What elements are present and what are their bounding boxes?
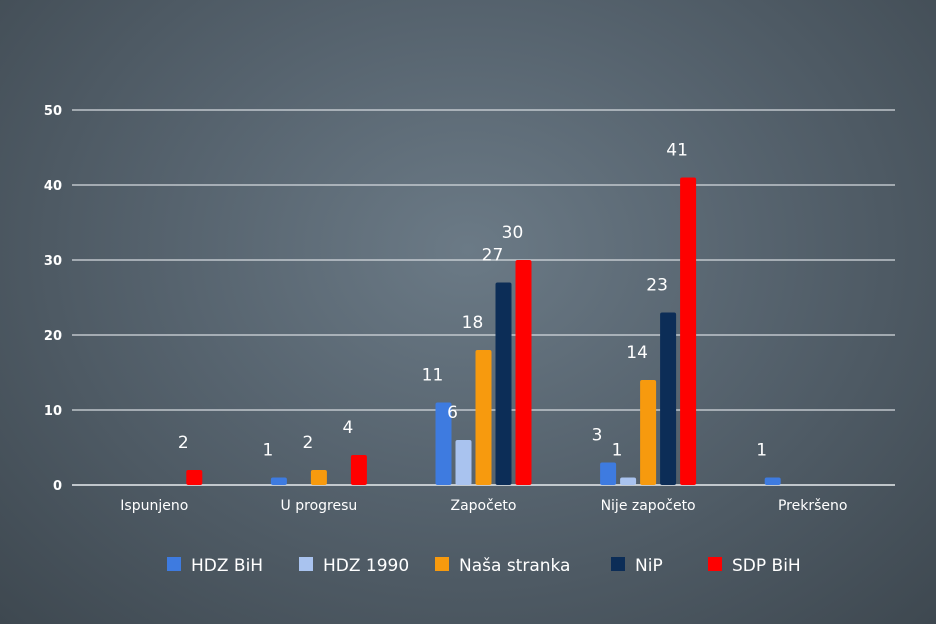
data-label: 11 — [422, 366, 444, 386]
bar — [270, 477, 287, 485]
y-tick-label: 30 — [44, 254, 62, 269]
x-axis-categories: Ispunjeno U progresu Započeto Nije započeto… — [120, 498, 847, 514]
bar — [475, 350, 492, 485]
y-tick-label: 10 — [44, 404, 62, 419]
y-tick-label: 0 — [53, 479, 62, 494]
data-label: 30 — [502, 223, 524, 243]
data-label: 3 — [592, 426, 603, 446]
data-label: 6 — [447, 403, 458, 423]
data-label: 41 — [666, 141, 688, 161]
bar — [495, 282, 512, 485]
legend-swatch — [611, 557, 625, 571]
bar — [350, 455, 367, 485]
bar — [600, 462, 617, 485]
legend-label: SDP BiH — [732, 556, 801, 576]
bar — [660, 312, 677, 485]
bar — [455, 440, 472, 485]
data-label: 2 — [178, 433, 189, 453]
legend-swatch — [708, 557, 722, 571]
bar — [186, 470, 203, 485]
x-category-label: U progresu — [281, 498, 358, 514]
data-label: 1 — [262, 441, 273, 461]
bar — [764, 477, 781, 485]
bar — [515, 260, 532, 485]
bars — [186, 177, 781, 485]
y-axis-ticks: 0 10 20 30 40 50 — [44, 104, 62, 494]
x-category-label: Započeto — [451, 498, 517, 514]
bar — [435, 402, 452, 485]
legend-swatch — [299, 557, 313, 571]
data-label: 1 — [756, 441, 767, 461]
x-category-label: Ispunjeno — [120, 498, 188, 514]
x-category-label: Prekršeno — [778, 498, 847, 514]
data-label: 27 — [482, 246, 504, 266]
y-tick-label: 20 — [44, 329, 62, 344]
bar — [620, 477, 637, 485]
legend-swatch — [167, 557, 181, 571]
y-tick-label: 50 — [44, 104, 62, 119]
gridlines — [72, 109, 895, 486]
data-label: 4 — [342, 418, 353, 438]
bar — [680, 177, 697, 485]
x-category-label: Nije započeto — [601, 498, 696, 514]
y-tick-label: 40 — [44, 179, 62, 194]
legend-label: HDZ 1990 — [323, 556, 409, 576]
data-label: 2 — [302, 433, 313, 453]
legend-label: NiP — [635, 556, 663, 576]
legend-label: Naša stranka — [459, 556, 570, 576]
legend-swatch — [435, 557, 449, 571]
bar — [640, 380, 657, 485]
bar — [310, 470, 327, 485]
legend: HDZ BiH HDZ 1990 Naša stranka NiP SDP BiH — [167, 556, 801, 576]
data-label: 18 — [462, 313, 484, 333]
legend-label: HDZ BiH — [191, 556, 263, 576]
data-label: 1 — [612, 441, 623, 461]
data-label: 23 — [646, 276, 668, 296]
data-label: 14 — [626, 343, 648, 363]
